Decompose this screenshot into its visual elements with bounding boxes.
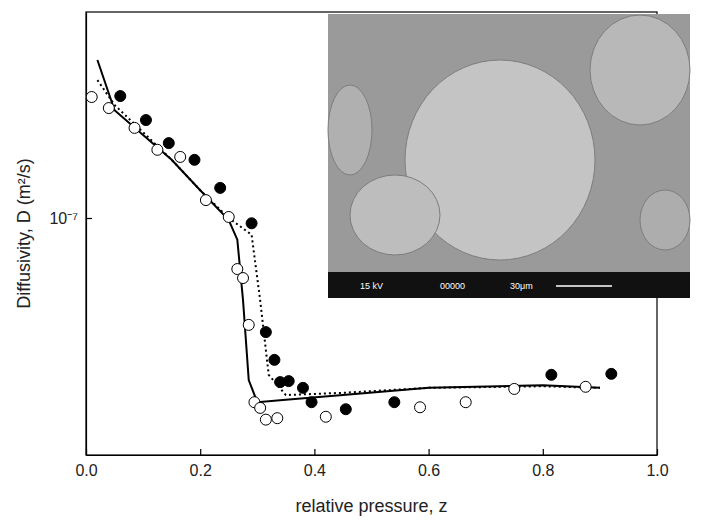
open-point bbox=[129, 122, 140, 133]
open-point bbox=[243, 319, 254, 330]
x-axis-line bbox=[87, 455, 658, 456]
filled-point bbox=[189, 154, 200, 165]
open-point bbox=[103, 103, 114, 114]
y-tick-label: 10⁻⁷ bbox=[49, 210, 78, 227]
open-point bbox=[580, 381, 591, 392]
filled-point bbox=[115, 91, 126, 102]
inset-scale-bar bbox=[556, 285, 612, 287]
open-point bbox=[272, 413, 283, 424]
inset-particle bbox=[640, 190, 690, 250]
x-tick: 0.8 bbox=[532, 449, 554, 479]
filled-point bbox=[215, 182, 226, 193]
open-point bbox=[86, 92, 97, 103]
open-point bbox=[320, 411, 331, 422]
x-tick: 0.6 bbox=[418, 449, 440, 479]
x-tick-label: 0.4 bbox=[304, 462, 326, 479]
y-tick: 10⁻⁷ bbox=[49, 210, 92, 227]
inset-particle bbox=[350, 175, 440, 255]
inset-label: 15 kV bbox=[360, 281, 383, 291]
filled-point bbox=[297, 382, 308, 393]
x-tick: 0.2 bbox=[190, 449, 212, 479]
x-tick: 1.0 bbox=[646, 449, 668, 479]
open-point bbox=[509, 383, 520, 394]
y-axis-title: Diffusivity, D (m²/s) bbox=[14, 158, 34, 308]
x-tick: 0.4 bbox=[304, 449, 326, 479]
x-tick-mark bbox=[200, 449, 201, 455]
inset-info-band bbox=[328, 272, 690, 298]
open-point bbox=[260, 414, 271, 425]
inset-label: 00000 bbox=[440, 281, 465, 291]
filled-point bbox=[283, 376, 294, 387]
x-axis-title: relative pressure, z bbox=[295, 496, 447, 516]
open-point bbox=[152, 144, 163, 155]
x-axis: 0.0 0.2 0.4 0.6 0.8 1.0 bbox=[75, 449, 668, 479]
filled-point bbox=[340, 404, 351, 415]
x-tick-mark bbox=[314, 449, 315, 455]
open-point bbox=[200, 195, 211, 206]
x-tick-label: 0.2 bbox=[190, 462, 212, 479]
open-point bbox=[255, 402, 266, 413]
x-tick-label: 0.8 bbox=[532, 462, 554, 479]
open-point bbox=[175, 151, 186, 162]
filled-point bbox=[246, 218, 257, 229]
y-tick-mark bbox=[86, 218, 92, 219]
filled-point bbox=[306, 397, 317, 408]
filled-point bbox=[546, 369, 557, 380]
filled-point bbox=[140, 115, 151, 126]
x-tick-mark bbox=[657, 449, 658, 455]
x-tick-mark bbox=[429, 449, 430, 455]
x-tick-label: 1.0 bbox=[646, 462, 668, 479]
y-axis-line bbox=[86, 13, 87, 456]
y-axis: 10⁻⁷ bbox=[49, 13, 92, 456]
filled-point bbox=[606, 368, 617, 379]
open-point bbox=[238, 273, 249, 284]
x-tick-mark bbox=[543, 449, 544, 455]
open-point bbox=[460, 397, 471, 408]
filled-point bbox=[260, 327, 271, 338]
chart: 0.0 0.2 0.4 0.6 0.8 1.0 10⁻⁷ relative pressure,… bbox=[0, 0, 712, 522]
open-point bbox=[223, 211, 234, 222]
inset-image: 15 kV 00000 30μm bbox=[328, 14, 690, 298]
inset-label: 30μm bbox=[510, 281, 533, 291]
x-tick-label: 0.0 bbox=[75, 462, 97, 479]
filled-point bbox=[163, 138, 174, 149]
x-tick-label: 0.6 bbox=[418, 462, 440, 479]
filled-point bbox=[269, 354, 280, 365]
open-point bbox=[415, 402, 426, 413]
inset-particle bbox=[328, 85, 372, 175]
inset-particle bbox=[590, 15, 690, 125]
filled-point bbox=[389, 397, 400, 408]
inset-background bbox=[328, 14, 690, 298]
